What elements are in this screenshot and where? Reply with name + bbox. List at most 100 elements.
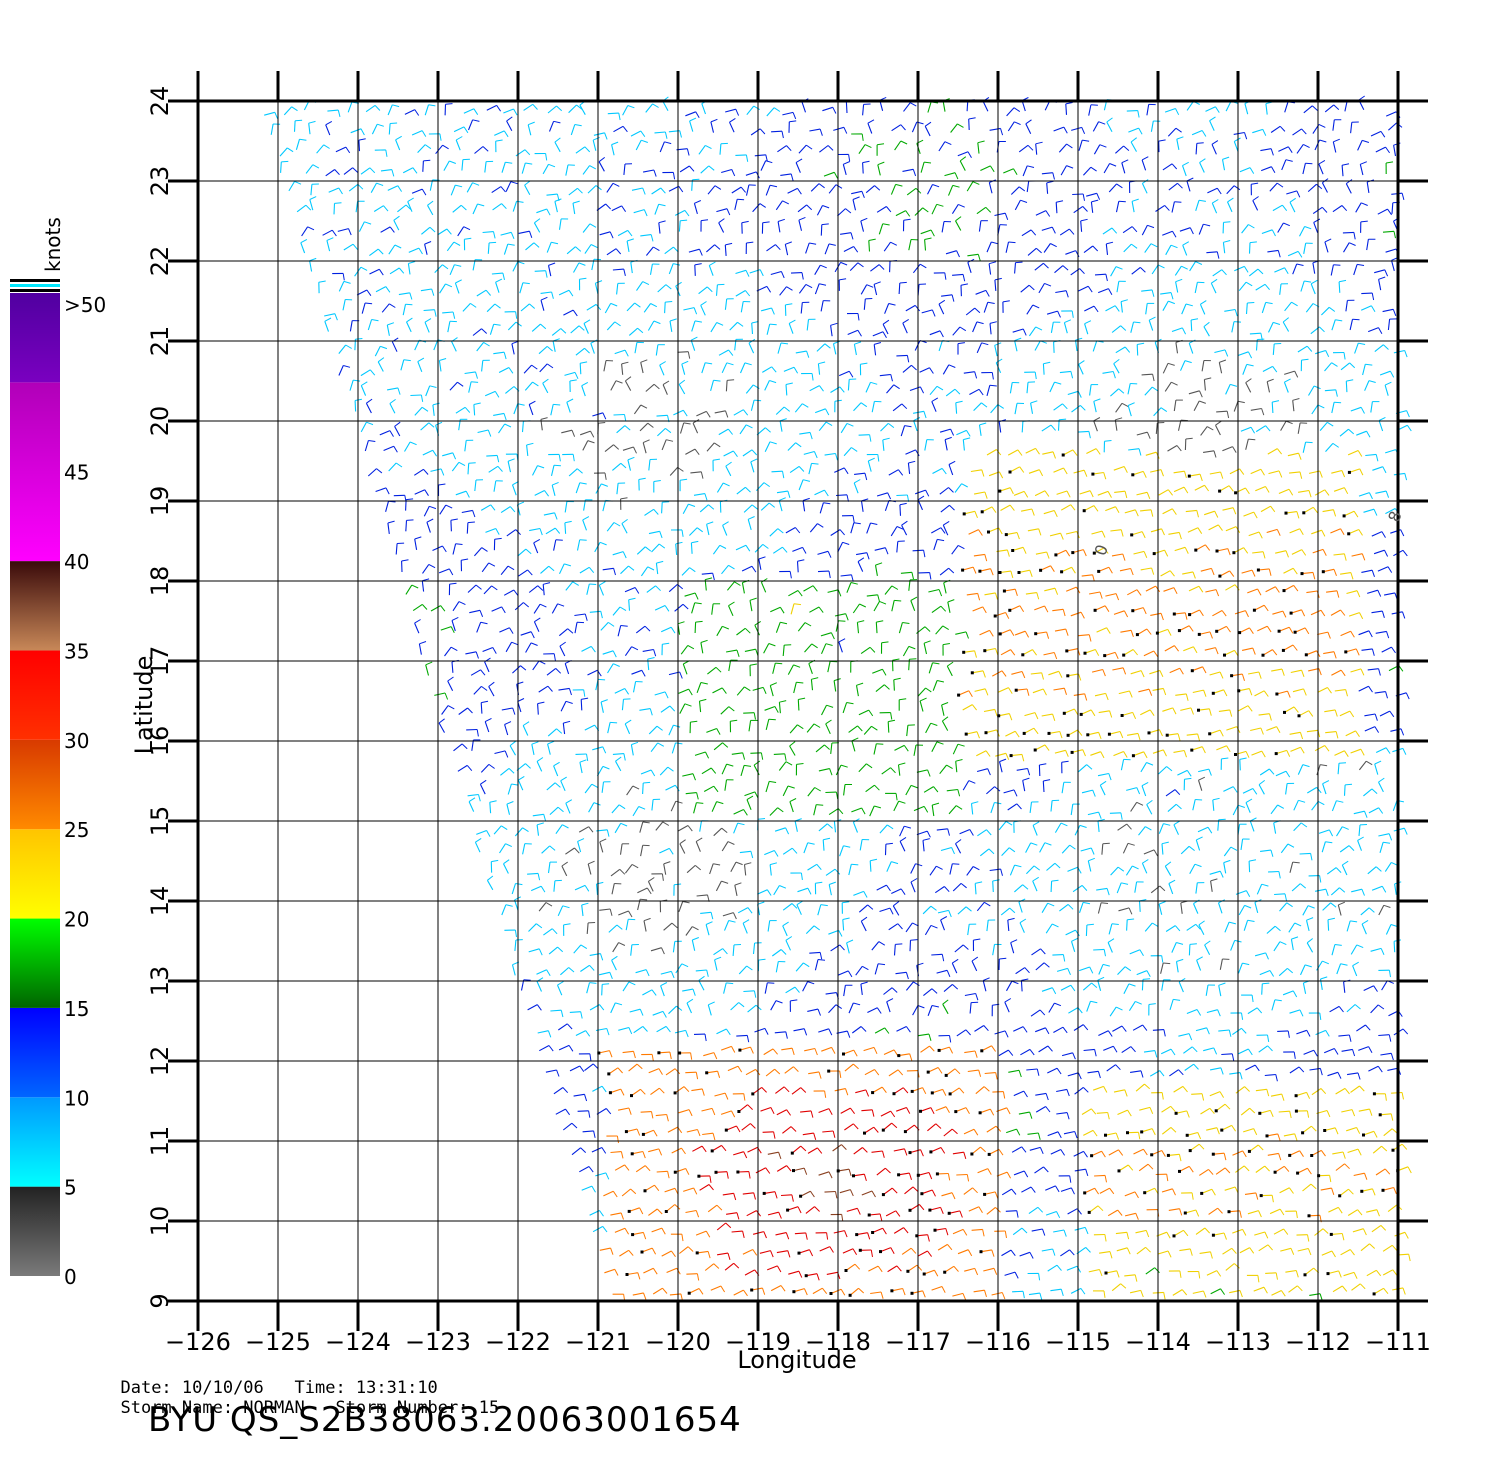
wind-barb — [754, 624, 760, 636]
wind-barb-tick — [653, 508, 659, 515]
wind-barb-tick — [1292, 398, 1300, 401]
wind-barb-tick — [1124, 491, 1128, 499]
wind-barb-tick — [685, 1168, 690, 1175]
wind-barb — [983, 302, 989, 313]
wind-barb — [599, 908, 611, 911]
wind-barb — [835, 764, 842, 776]
wind-barb-tick — [926, 830, 931, 838]
wind-barb-tick — [864, 473, 868, 481]
rain-flag-dot — [1317, 1174, 1321, 1178]
wind-barb — [580, 699, 583, 711]
wind-barb — [1092, 340, 1098, 352]
wind-barb-tick — [722, 742, 729, 748]
wind-barb-tick — [938, 299, 946, 305]
wind-barb — [1050, 322, 1054, 333]
wind-barb-tick — [1228, 921, 1237, 925]
wind-barb — [962, 566, 974, 571]
wind-barb — [507, 783, 512, 795]
wind-barb — [971, 1228, 983, 1231]
wind-barb — [1204, 647, 1216, 651]
wind-barb-tick — [562, 905, 570, 909]
rain-flag-dot — [1234, 753, 1237, 756]
wind-barb — [1121, 711, 1133, 717]
wind-barb-tick — [1266, 625, 1272, 633]
wind-barb — [563, 309, 574, 316]
wind-barb — [1074, 1086, 1084, 1095]
wind-barb-tick — [971, 704, 977, 711]
wind-barb-tick — [669, 705, 676, 712]
wind-barb — [833, 680, 837, 692]
wind-barb — [642, 442, 647, 454]
wind-barb-tick — [1326, 1110, 1331, 1118]
wind-barb-tick — [1010, 939, 1018, 944]
wind-barb-tick — [1071, 310, 1074, 318]
rain-flag-dot — [1009, 754, 1013, 758]
wind-barb-tick — [1308, 490, 1312, 498]
wind-barb-tick — [857, 725, 863, 732]
wind-barb — [740, 765, 745, 777]
wind-barb — [683, 307, 695, 311]
wind-barb-tick — [752, 1249, 758, 1256]
wind-barb — [629, 1008, 641, 1013]
wind-barb — [1035, 962, 1045, 971]
wind-barb-tick — [1130, 1046, 1136, 1053]
wind-barb — [361, 302, 366, 314]
rain-flag-dot — [1237, 689, 1241, 693]
wind-barb — [531, 744, 535, 756]
wind-barb — [787, 1206, 799, 1211]
wind-barb — [935, 625, 944, 635]
wind-barb-tick — [1054, 588, 1059, 595]
wind-barb-tick — [1337, 1072, 1342, 1079]
wind-barb — [1160, 1048, 1172, 1055]
wind-barb — [1043, 509, 1055, 515]
wind-barb-tick — [1120, 1283, 1127, 1289]
wind-barb — [976, 768, 988, 773]
wind-barb — [880, 1110, 891, 1117]
wind-barb-tick — [1123, 610, 1129, 618]
wind-barb — [674, 1029, 686, 1034]
wind-barb — [716, 626, 723, 637]
wind-barb-tick — [753, 760, 761, 766]
wind-barb — [1078, 634, 1090, 637]
wind-barb — [940, 504, 950, 513]
wind-barb — [769, 528, 779, 537]
wind-barb — [1351, 553, 1363, 557]
wind-barb — [834, 613, 846, 617]
wind-barb — [867, 1007, 878, 1013]
wind-barb — [769, 864, 772, 876]
wind-barb — [679, 703, 686, 714]
wind-barb-tick — [758, 556, 766, 560]
wind-barb — [505, 386, 515, 394]
wind-barb — [807, 787, 816, 797]
wind-barb-tick — [1325, 889, 1329, 896]
wind-barb — [447, 321, 451, 333]
rain-flag-dot — [1211, 1233, 1215, 1237]
rain-flag-dot — [943, 1270, 947, 1274]
wind-barb — [715, 880, 722, 892]
wind-barb — [785, 384, 788, 396]
wind-barb — [652, 1287, 663, 1295]
wind-barb-tick — [1281, 668, 1285, 676]
wind-barb-tick — [1245, 751, 1250, 758]
wind-barb — [420, 422, 430, 431]
wind-barb-tick — [481, 700, 489, 704]
wind-barb — [1358, 1108, 1370, 1112]
wind-barb-tick — [1175, 803, 1182, 810]
wind-barb — [912, 1087, 923, 1092]
wind-barb — [879, 373, 891, 377]
wind-barb-tick — [719, 544, 727, 549]
rain-flag-dot — [1047, 731, 1051, 735]
wind-barb — [886, 384, 895, 394]
wind-barb — [1378, 420, 1384, 432]
wind-barb-tick — [1371, 648, 1375, 656]
rain-flag-dot — [1131, 609, 1135, 613]
wind-barb — [809, 951, 821, 954]
rain-flag-dot — [1065, 649, 1069, 653]
wind-barb — [626, 785, 634, 796]
wind-barb-tick — [1358, 342, 1366, 345]
wind-barb — [758, 558, 762, 570]
wind-barb — [1204, 944, 1211, 955]
wind-barb — [1266, 726, 1277, 732]
wind-barb-tick — [1119, 731, 1124, 739]
wind-barb-tick — [1065, 550, 1071, 557]
